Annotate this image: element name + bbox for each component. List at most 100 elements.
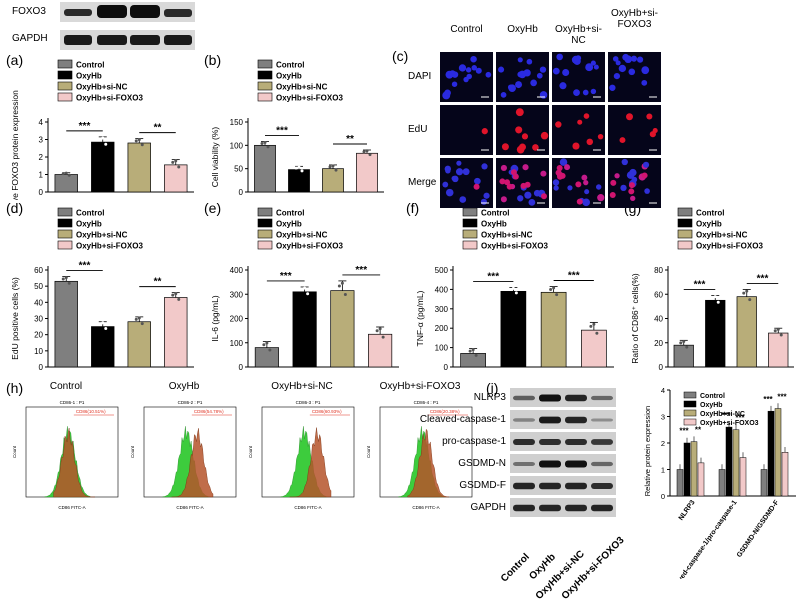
cell: [584, 189, 590, 195]
bar: [288, 169, 310, 193]
cell: [620, 184, 627, 191]
cell: [500, 92, 507, 98]
cell: [631, 176, 638, 183]
cell: [516, 145, 525, 154]
legend-label: Control: [276, 61, 304, 70]
cell: [520, 182, 527, 189]
data-point: [294, 166, 298, 170]
y-tick-label: 0: [659, 363, 664, 372]
legend-swatch: [677, 218, 693, 228]
bar: [705, 299, 726, 368]
bar: [330, 290, 355, 368]
cell: [500, 164, 507, 172]
cell: [590, 88, 597, 95]
y-tick-label: 0: [661, 492, 665, 501]
data-point: [595, 331, 599, 335]
microscopy-column-label: OxyHb: [507, 24, 538, 35]
blot-band: [591, 461, 613, 467]
significance-label: ***: [763, 395, 773, 404]
cd86-histogram: [407, 428, 450, 498]
y-tick-label: 0: [39, 188, 44, 197]
cell: [573, 89, 580, 97]
bar-chart-e: Control OxyHb OxyHb+si-NC OxyHb+si-FOXO3 0 10…: [210, 207, 399, 372]
y-tick-label: 40: [654, 315, 663, 324]
legend-label: OxyHb+si-FOXO3: [481, 242, 548, 251]
panel-label-b: (b): [204, 52, 222, 68]
legend-swatch: [57, 81, 73, 91]
gate-percent: CD86(10.51%): [76, 409, 106, 414]
bar: [254, 347, 279, 368]
microscopy-image: [552, 52, 605, 102]
bar: [356, 152, 378, 193]
legend-label: Control: [481, 209, 509, 218]
legend-swatch: [683, 418, 697, 426]
data-point: [137, 316, 141, 320]
cd86-histogram: [171, 428, 214, 498]
y-tick-label: 200: [230, 315, 244, 324]
significance-label: ***: [757, 273, 769, 284]
data-point: [375, 329, 379, 333]
cell: [524, 191, 532, 199]
cell: [630, 55, 638, 62]
x-tick-label: NLRP3: [678, 499, 697, 522]
y-tick-label: 0: [239, 363, 244, 372]
bar-chart-f: Control OxyHb OxyHb+si-NC OxyHb+si-FOXO3 0 10…: [415, 207, 614, 372]
blot-band: [591, 439, 613, 445]
flow-histogram: CD86-2 : P1 CD86(54.78%) CD86 FITC-A Count: [130, 400, 237, 510]
microscopy-column-label: Control: [450, 24, 483, 35]
y-tick-label: 4: [39, 118, 44, 127]
flow-x-label: CD86 FITC-A: [58, 505, 85, 510]
y-tick-label: 150: [230, 118, 244, 127]
microscopy-image: [440, 105, 493, 155]
legend-label: OxyHb+si-FOXO3: [76, 242, 143, 251]
data-point: [552, 286, 556, 290]
legend-swatch: [257, 92, 273, 102]
blot-band: [565, 482, 587, 490]
bar: [718, 469, 726, 497]
cell: [597, 133, 604, 140]
blot-band: [513, 418, 535, 422]
data-point: [776, 327, 780, 331]
cell: [471, 65, 477, 71]
blot-band: [513, 504, 535, 512]
panel-label-i: (i): [486, 380, 499, 396]
bar: [697, 462, 705, 497]
cell: [572, 142, 580, 150]
data-point: [549, 288, 553, 292]
data-point: [268, 348, 272, 352]
bar: [164, 164, 188, 193]
data-point: [101, 136, 105, 140]
cell: [590, 60, 596, 66]
panel-label-h: (h): [6, 380, 24, 396]
blot-band-row: [510, 476, 616, 495]
y-axis-label: IL-6 (pg/mL): [210, 295, 220, 341]
y-axis-label: Relative protein expression: [643, 406, 652, 496]
microscopy-image: [440, 52, 493, 102]
flow-title: OxyHb+si-NC: [271, 381, 333, 392]
cell: [539, 91, 548, 99]
cell: [610, 179, 617, 186]
data-point: [474, 353, 478, 357]
flow-title: OxyHb+si-FOXO3: [379, 381, 461, 392]
blot-row-label: GSDMD-N: [458, 458, 506, 469]
legend-label: OxyHb: [276, 220, 302, 229]
data-point: [365, 149, 369, 153]
bar: [760, 469, 768, 497]
cell: [559, 172, 566, 179]
data-point: [61, 277, 65, 281]
legend-label: OxyHb+si-FOXO3: [696, 242, 763, 251]
data-point: [685, 345, 689, 349]
cell: [445, 168, 451, 174]
cell: [522, 164, 529, 171]
cell: [559, 158, 568, 166]
significance-label: **: [154, 277, 162, 288]
significance-label: ***: [280, 271, 292, 282]
legend-swatch: [683, 400, 697, 408]
cell: [475, 67, 482, 74]
bar: [767, 410, 775, 497]
cell: [642, 161, 650, 168]
data-point: [134, 317, 138, 321]
data-point: [362, 150, 366, 154]
cell: [540, 193, 547, 200]
bar: [368, 333, 393, 368]
